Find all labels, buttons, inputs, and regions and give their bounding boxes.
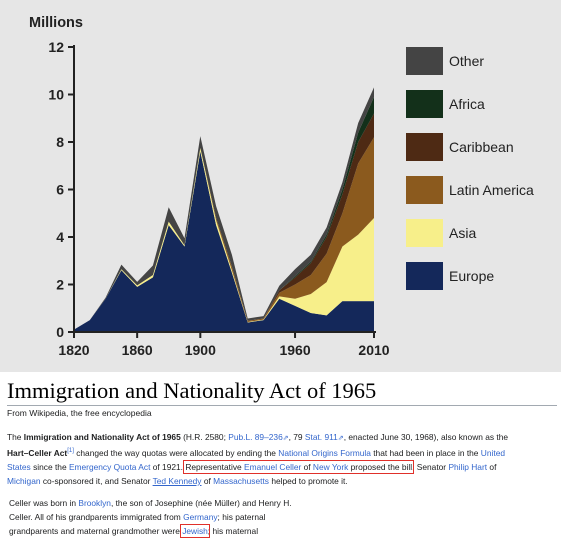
external-link-icon: ⇗ bbox=[337, 435, 344, 442]
link-michigan[interactable]: Michigan bbox=[7, 476, 41, 486]
legend-label: Africa bbox=[449, 96, 485, 112]
link-stat[interactable]: Stat. 911 bbox=[304, 432, 338, 442]
text: of bbox=[487, 462, 497, 472]
legend-label: Caribbean bbox=[449, 139, 514, 155]
link-united-states[interactable]: United bbox=[480, 448, 506, 458]
text: . Senator bbox=[412, 462, 449, 472]
bio-line-1: Celler was born in Brooklyn, the son of … bbox=[9, 496, 329, 510]
text: that had been in place in the bbox=[370, 448, 481, 458]
lead-line-1: The Immigration and Nationality Act of 1… bbox=[7, 430, 557, 446]
text: Celler was born in bbox=[9, 498, 79, 508]
lead-line-2: Hart–Celler Act[1] changed the way quota… bbox=[7, 446, 557, 460]
legend-swatch-asia bbox=[406, 219, 443, 247]
area-caribbean bbox=[74, 113, 374, 330]
link-massachusetts[interactable]: Massachusetts bbox=[213, 476, 269, 486]
link-germany[interactable]: Germany bbox=[183, 512, 218, 522]
legend-swatch-europe bbox=[406, 262, 443, 290]
lead-line-4: Michigan co-sponsored it, and Senator Te… bbox=[7, 474, 557, 488]
legend-label: Asia bbox=[449, 225, 476, 241]
legend-swatch-other bbox=[406, 47, 443, 75]
bio-line-3: grandparents and maternal grandmother we… bbox=[9, 524, 329, 538]
text: helped to promote it. bbox=[269, 476, 348, 486]
wikipedia-article: Immigration and Nationality Act of 1965 … bbox=[0, 372, 561, 558]
y-tick-label: 0 bbox=[56, 324, 64, 340]
link-united-states[interactable]: States bbox=[7, 462, 31, 472]
legend-label: Latin America bbox=[449, 182, 534, 198]
title-divider bbox=[7, 405, 557, 406]
legend-swatch-caribbean bbox=[406, 133, 443, 161]
legend-swatch-africa bbox=[406, 90, 443, 118]
area-other bbox=[74, 87, 374, 330]
text: Celler. All of his grandparents immigrat… bbox=[9, 512, 184, 522]
y-tick-label: 2 bbox=[56, 277, 64, 293]
hart-celler-bold: Hart–Celler Act bbox=[7, 448, 68, 458]
text: co-sponsored it, and Senator bbox=[40, 476, 153, 486]
link-brooklyn[interactable]: Brooklyn bbox=[78, 498, 111, 508]
y-tick-label: 6 bbox=[56, 182, 64, 198]
immigration-chart-panel: Millions 0 2 4 6 8 10 12 1820 1860 1900 1960 2010 O… bbox=[0, 0, 561, 372]
bio-paragraph: Celler was born in Brooklyn, the son of … bbox=[9, 496, 329, 538]
y-tick-label: 12 bbox=[48, 39, 64, 55]
x-tick-label: 1960 bbox=[279, 342, 310, 358]
text: , the son of Josephine (née Müller) and … bbox=[110, 498, 292, 508]
link-jewish[interactable]: Jewish bbox=[180, 524, 210, 538]
text: of 1921. bbox=[150, 462, 186, 472]
lead-paragraph: The Immigration and Nationality Act of 1… bbox=[7, 430, 557, 488]
immigration-chart: Millions 0 2 4 6 8 10 12 1820 1860 1900 1960 2010 O… bbox=[29, 15, 534, 358]
text: of bbox=[201, 476, 214, 486]
y-tick-label: 4 bbox=[56, 229, 64, 245]
legend-swatch-latin-america bbox=[406, 176, 443, 204]
chart-title: Millions bbox=[29, 15, 83, 31]
x-tick-label: 2010 bbox=[358, 342, 389, 358]
text: grandparents and maternal grandmother we… bbox=[9, 526, 183, 536]
bio-line-2: Celler. All of his grandparents immigrat… bbox=[9, 510, 329, 524]
link-emanuel-celler[interactable]: Emanuel Celler bbox=[244, 462, 302, 472]
link-emergency-quota-act[interactable]: Emergency Quota Act bbox=[68, 462, 151, 472]
text: of bbox=[301, 462, 313, 472]
link-national-origins-formula[interactable]: National Origins Formula bbox=[278, 448, 371, 458]
x-tick-label: 1900 bbox=[185, 342, 216, 358]
text: since the bbox=[30, 462, 69, 472]
article-title: Immigration and Nationality Act of 1965 bbox=[7, 378, 377, 403]
y-tick-label: 8 bbox=[56, 134, 64, 150]
y-tick-label: 10 bbox=[48, 87, 64, 103]
link-publ[interactable]: Pub.L. 89–236 bbox=[228, 432, 283, 442]
act-name-bold: Immigration and Nationality Act of 1965 bbox=[23, 432, 181, 442]
highlighted-sentence: Representative Emanuel Celler of New Yor… bbox=[183, 460, 415, 474]
external-link-icon: ⇗ bbox=[282, 435, 289, 442]
text: ; his paternal bbox=[217, 512, 266, 522]
reference-link[interactable]: [1] bbox=[67, 448, 74, 455]
text: , enacted June 30, 1968), also known as … bbox=[343, 432, 509, 442]
link-new-york[interactable]: New York bbox=[312, 462, 349, 472]
link-philip-hart[interactable]: Philip Hart bbox=[448, 462, 488, 472]
article-tagline: From Wikipedia, the free encyclopedia bbox=[7, 408, 152, 418]
x-tick-label: 1820 bbox=[58, 342, 89, 358]
text: changed the way quotas were allocated by… bbox=[73, 448, 279, 458]
text: proposed the bill bbox=[348, 462, 413, 472]
lead-line-3: States since the Emergency Quota Act of … bbox=[7, 460, 557, 474]
text: ; his maternal bbox=[207, 526, 259, 536]
text: The bbox=[7, 432, 24, 442]
area-europe bbox=[74, 151, 374, 332]
x-tick-label: 1860 bbox=[122, 342, 153, 358]
text: (H.R. 2580; bbox=[180, 432, 229, 442]
legend-label: Other bbox=[449, 53, 484, 69]
text: , 79 bbox=[288, 432, 305, 442]
text: Representative bbox=[185, 462, 245, 472]
legend-label: Europe bbox=[449, 268, 494, 284]
link-ted-kennedy[interactable]: Ted Kennedy bbox=[152, 476, 202, 486]
